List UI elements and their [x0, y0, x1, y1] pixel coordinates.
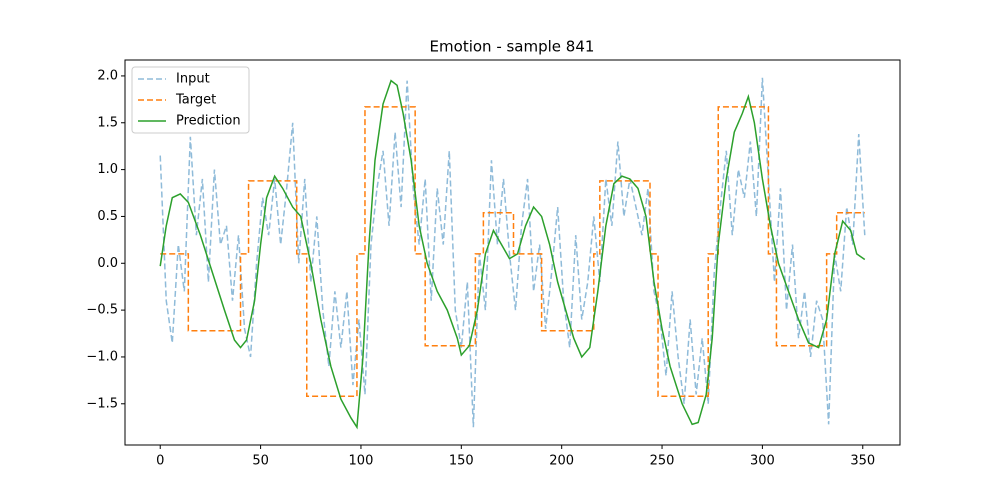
legend-label: Prediction: [176, 114, 241, 129]
chart-title: Emotion - sample 841: [430, 38, 595, 56]
y-tick-label: 0.0: [97, 256, 118, 271]
y-tick-label: 1.0: [97, 162, 118, 177]
x-tick-label: 200: [549, 454, 574, 469]
series-line: [159, 79, 866, 430]
legend: Input Target Prediction: [131, 66, 250, 134]
plot-frame: [124, 59, 901, 446]
legend-frame: [131, 66, 250, 134]
series-line: [159, 77, 866, 428]
x-tick-label: 0: [156, 454, 164, 469]
x-tick-label: 250: [650, 454, 675, 469]
y-tick-label: −1.5: [86, 396, 118, 411]
x-tick-label: 350: [850, 454, 875, 469]
x-tick-label: 300: [750, 454, 775, 469]
y-tick-label: −1.0: [86, 349, 118, 364]
x-tick-label: 100: [349, 454, 374, 469]
x-tick-label: 50: [252, 454, 269, 469]
legend-label: Input: [176, 72, 210, 87]
y-tick-label: 2.0: [97, 68, 118, 83]
series-line: [160, 106, 865, 398]
y-tick-label: 1.5: [97, 115, 118, 130]
legend-label: Target: [175, 93, 216, 108]
x-tick-label: 150: [449, 454, 474, 469]
y-tick-label: 0.5: [97, 209, 118, 224]
y-tick-label: −0.5: [86, 303, 118, 318]
